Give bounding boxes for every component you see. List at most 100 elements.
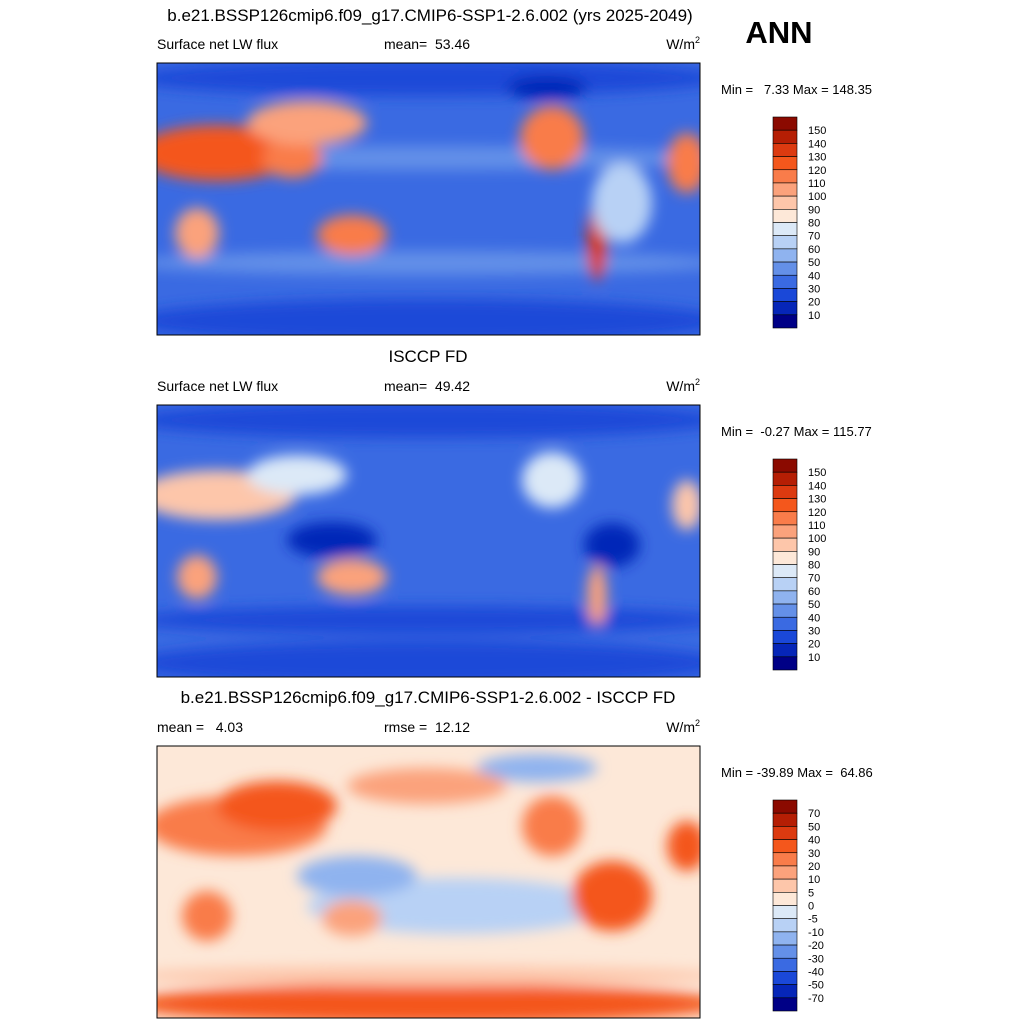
field-patch — [182, 891, 232, 941]
colorbar-box — [772, 235, 798, 250]
colorbar-box — [772, 129, 798, 144]
colorbar-box — [772, 892, 798, 906]
colorbar-box — [772, 143, 798, 157]
colorbar-label: 0 — [808, 901, 814, 913]
units-exponent: 2 — [695, 718, 700, 728]
colorbar-box — [772, 524, 798, 539]
field-patch — [157, 641, 700, 677]
field-patch — [667, 821, 700, 871]
colorbar-box — [772, 865, 798, 880]
colorbar-box — [772, 643, 798, 658]
center-label: rmse = 12.12 — [384, 719, 470, 735]
field-patch — [667, 133, 700, 193]
field-patch — [157, 606, 700, 634]
units-base: W/m — [666, 719, 695, 735]
colorbar-label: 110 — [808, 178, 826, 190]
colorbar-box — [772, 551, 798, 565]
left-label: Surface net LW flux — [157, 378, 278, 394]
colorbar-label: 70 — [808, 231, 820, 243]
field-patch — [157, 299, 700, 335]
colorbar-label: 20 — [808, 297, 820, 309]
colorbar-label: 130 — [808, 494, 826, 506]
colorbar-label: 90 — [808, 204, 820, 216]
field-patch — [507, 76, 587, 100]
colorbar-box — [772, 984, 798, 999]
panel-title: ISCCP FD — [388, 347, 467, 366]
colorbar-box — [772, 590, 798, 605]
colorbar-label: 30 — [808, 848, 820, 860]
field-patch — [157, 984, 700, 1018]
colorbar-label: 40 — [808, 612, 820, 624]
colorbar-box — [772, 564, 798, 578]
map-frame — [156, 62, 701, 336]
field-patch — [317, 215, 387, 255]
field-patch — [175, 208, 219, 258]
colorbar-label: 10 — [808, 652, 820, 664]
colorbar-label: 50 — [808, 257, 820, 269]
figure-title: b.e21.BSSP126cmip6.f09_g17.CMIP6-SSP1-2.… — [167, 6, 692, 25]
colorbar-box — [772, 511, 798, 526]
field-patch — [157, 405, 700, 438]
colorbar-box — [772, 156, 798, 171]
field-patch — [347, 768, 507, 804]
colorbar-box — [772, 944, 798, 959]
field-patch — [262, 138, 322, 178]
min-max: Min = -0.27 Max = 115.77 — [721, 424, 872, 439]
colorbar-label: -70 — [808, 993, 824, 1005]
field-patch — [520, 106, 584, 170]
colorbar-box — [772, 839, 798, 854]
colorbar-box — [772, 878, 798, 893]
map-field — [157, 754, 700, 1018]
colorbar-box — [772, 301, 798, 316]
min-max: Min = -39.89 Max = 64.86 — [721, 765, 873, 780]
colorbar-label: 110 — [808, 520, 826, 532]
units: W/m2 — [666, 35, 700, 52]
colorbar-box — [772, 209, 798, 223]
colorbar-label: -10 — [808, 927, 824, 939]
field-patch — [592, 163, 652, 243]
colorbar-label: 100 — [808, 533, 826, 545]
colorbar-label: 70 — [808, 573, 820, 585]
colorbar-label: 130 — [808, 152, 826, 164]
colorbar-label: 80 — [808, 560, 820, 572]
season-label: ANN — [745, 15, 812, 50]
field-patch — [157, 63, 700, 96]
field-patch — [297, 856, 417, 896]
colorbar-box — [772, 274, 798, 289]
field-patch — [522, 796, 582, 856]
map-field — [157, 405, 700, 677]
colorbar-box — [772, 852, 798, 867]
colorbar-label: 10 — [808, 874, 820, 886]
colorbar-box — [772, 812, 798, 827]
colorbar-label: 60 — [808, 586, 820, 598]
units-exponent: 2 — [695, 35, 700, 45]
field-patch — [522, 452, 582, 508]
center-label: mean= 49.42 — [384, 378, 470, 394]
colorbar-box — [772, 931, 798, 946]
panel: ISCCP FD Surface net LW flux mean= 49.42 W/… — [156, 347, 872, 678]
colorbar-label: 120 — [808, 165, 826, 177]
map — [157, 746, 700, 1018]
center-label: mean= 53.46 — [384, 36, 470, 52]
units-base: W/m — [666, 378, 695, 394]
field-patch — [157, 966, 700, 986]
colorbar-box — [772, 222, 798, 236]
colorbar-label: -50 — [808, 980, 824, 992]
colorbar-box — [772, 603, 798, 618]
colorbar-box — [772, 169, 798, 184]
field-patch — [287, 522, 377, 558]
colorbar-label: 50 — [808, 599, 820, 611]
colorbar-label: 20 — [808, 639, 820, 651]
colorbar-label: 90 — [808, 546, 820, 558]
colorbar-label: 70 — [808, 808, 820, 820]
map-field — [157, 63, 700, 335]
field-patch — [572, 861, 652, 931]
colorbar-label: -40 — [808, 966, 824, 978]
colorbar-box — [772, 458, 798, 473]
field-patch — [672, 480, 700, 530]
panel: b.e21.BSSP126cmip6.f09_g17.CMIP6-SSP1-2.… — [156, 688, 873, 1019]
field-patch — [177, 555, 217, 599]
left-label: mean = 4.03 — [157, 719, 243, 735]
colorbar-box — [772, 656, 798, 671]
